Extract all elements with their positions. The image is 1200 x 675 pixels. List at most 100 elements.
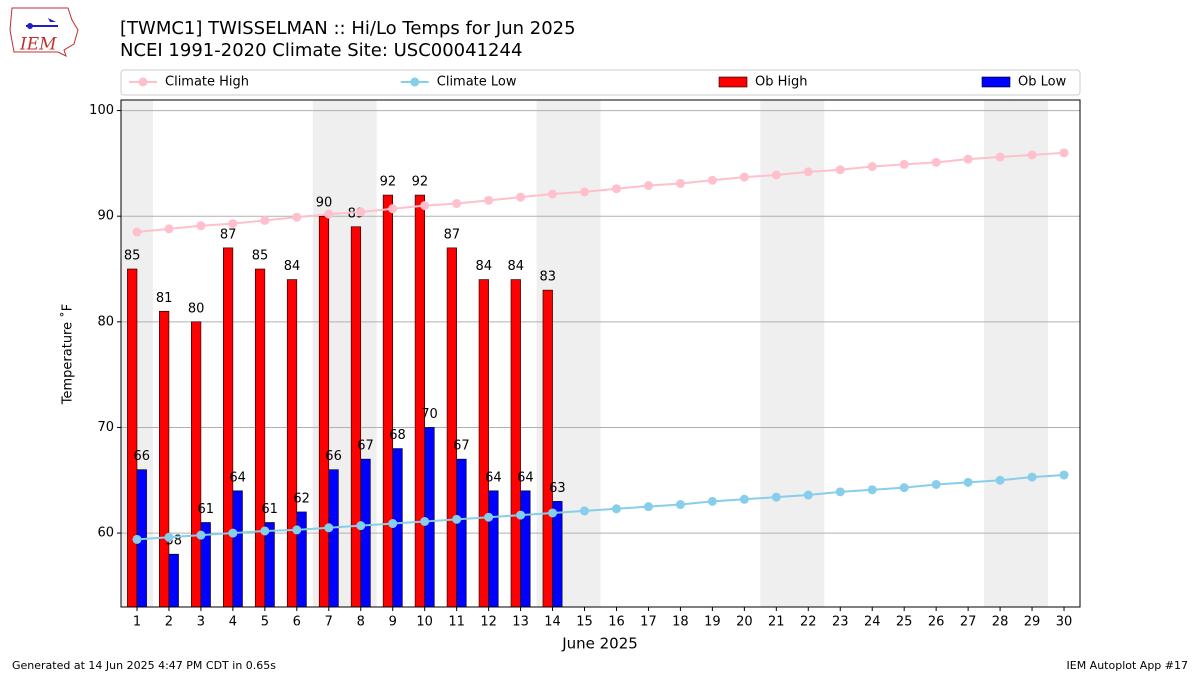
- climate-point: [548, 189, 558, 199]
- y-axis-label: Temperature ˚F: [60, 304, 76, 405]
- x-tick-label: 12: [480, 615, 497, 630]
- footer-right: IEM Autoplot App #17: [1067, 659, 1189, 672]
- x-tick-label: 8: [357, 615, 365, 630]
- climate-point: [388, 204, 398, 214]
- bar-value-label: 66: [134, 449, 151, 464]
- bar: [414, 194, 425, 608]
- climate-point: [771, 170, 781, 180]
- bar-value-label: 84: [508, 259, 525, 274]
- legend-swatch: [718, 76, 748, 88]
- climate-point: [228, 219, 238, 229]
- bar-value-label: 92: [412, 175, 429, 190]
- climate-point: [196, 221, 206, 231]
- x-tick-label: 13: [512, 615, 529, 630]
- legend-marker: [410, 77, 420, 87]
- climate-point: [516, 192, 526, 202]
- bar-value-label: 83: [539, 270, 556, 285]
- x-tick-label: 5: [261, 615, 269, 630]
- x-tick-label: 15: [576, 615, 593, 630]
- legend-label: Climate Low: [437, 75, 517, 90]
- y-tick-label: 100: [89, 103, 114, 118]
- legend-label: Ob Low: [1018, 75, 1067, 90]
- climate-point: [228, 528, 238, 538]
- x-tick-label: 24: [864, 615, 881, 630]
- climate-line: [136, 151, 1065, 234]
- bar-value-label: 70: [421, 407, 438, 422]
- legend-label: Climate High: [165, 75, 249, 90]
- climate-point: [963, 477, 973, 487]
- x-tick-label: 19: [704, 615, 721, 630]
- bar-value-label: 62: [293, 491, 310, 506]
- x-tick-label: 4: [229, 615, 237, 630]
- x-tick-label: 23: [832, 615, 849, 630]
- climate-point: [1027, 472, 1037, 482]
- bar-value-label: 63: [549, 481, 566, 496]
- legend-swatch: [981, 76, 1011, 88]
- climate-point: [292, 212, 302, 222]
- climate-point: [867, 162, 877, 172]
- legend-marker: [138, 77, 148, 87]
- climate-point: [835, 487, 845, 497]
- bar: [350, 226, 362, 608]
- bar-value-label: 81: [156, 291, 173, 306]
- climate-point: [164, 224, 174, 234]
- bar: [254, 268, 266, 608]
- climate-point: [196, 530, 206, 540]
- x-tick-label: 28: [992, 615, 1009, 630]
- legend-item: Climate High: [129, 75, 249, 90]
- x-tick-label: 10: [416, 615, 433, 630]
- bar-value-label: 92: [380, 175, 397, 190]
- x-tick-label: 25: [896, 615, 913, 630]
- bar: [542, 289, 553, 608]
- climate-point: [867, 485, 877, 495]
- bar-value-label: 66: [325, 449, 342, 464]
- climate-point: [292, 525, 302, 535]
- climate-point: [707, 175, 717, 185]
- bar-value-label: 80: [188, 301, 205, 316]
- x-tick-label: 26: [928, 615, 945, 630]
- x-tick-label: 20: [736, 615, 753, 630]
- bar: [456, 458, 467, 608]
- climate-point: [356, 521, 366, 531]
- x-axis-label: June 2025: [561, 635, 638, 653]
- weekend-shade: [760, 100, 825, 607]
- climate-point: [803, 167, 813, 177]
- legend-item: Ob High: [718, 75, 808, 90]
- climate-point: [803, 490, 813, 500]
- y-tick-label: 70: [97, 420, 114, 435]
- bar-value-label: 84: [284, 259, 301, 274]
- x-tick-label: 18: [672, 615, 689, 630]
- climate-point: [899, 483, 909, 493]
- climate-point: [516, 510, 526, 520]
- climate-point: [164, 532, 174, 542]
- bar-value-label: 87: [220, 227, 237, 242]
- climate-point: [420, 516, 430, 526]
- legend-item: Ob Low: [981, 75, 1067, 90]
- climate-point: [739, 172, 749, 182]
- climate-point: [132, 534, 142, 544]
- bar-value-label: 68: [389, 428, 406, 443]
- climate-point: [643, 181, 653, 191]
- legend-label: Ob High: [755, 75, 808, 90]
- climate-point: [611, 184, 621, 194]
- bar-value-label: 67: [453, 439, 470, 454]
- bar-value-label: 61: [197, 502, 214, 517]
- x-tick-label: 16: [608, 615, 625, 630]
- climate-point: [675, 178, 685, 188]
- bar-value-label: 64: [229, 470, 246, 485]
- logo: IEM: [9, 7, 79, 57]
- y-tick-label: 90: [97, 209, 114, 224]
- climate-point: [580, 506, 590, 516]
- climate-point: [707, 496, 717, 506]
- bar: [328, 469, 339, 608]
- climate-point: [452, 199, 462, 209]
- bar: [520, 490, 531, 608]
- footer-left: Generated at 14 Jun 2025 4:47 PM CDT in …: [12, 659, 276, 672]
- climate-point: [548, 508, 558, 518]
- climate-point: [835, 165, 845, 175]
- bar-value-label: 85: [124, 249, 141, 264]
- climate-point: [580, 187, 590, 197]
- climate-point: [739, 494, 749, 504]
- x-tick-label: 30: [1056, 615, 1073, 630]
- climate-point: [132, 227, 142, 237]
